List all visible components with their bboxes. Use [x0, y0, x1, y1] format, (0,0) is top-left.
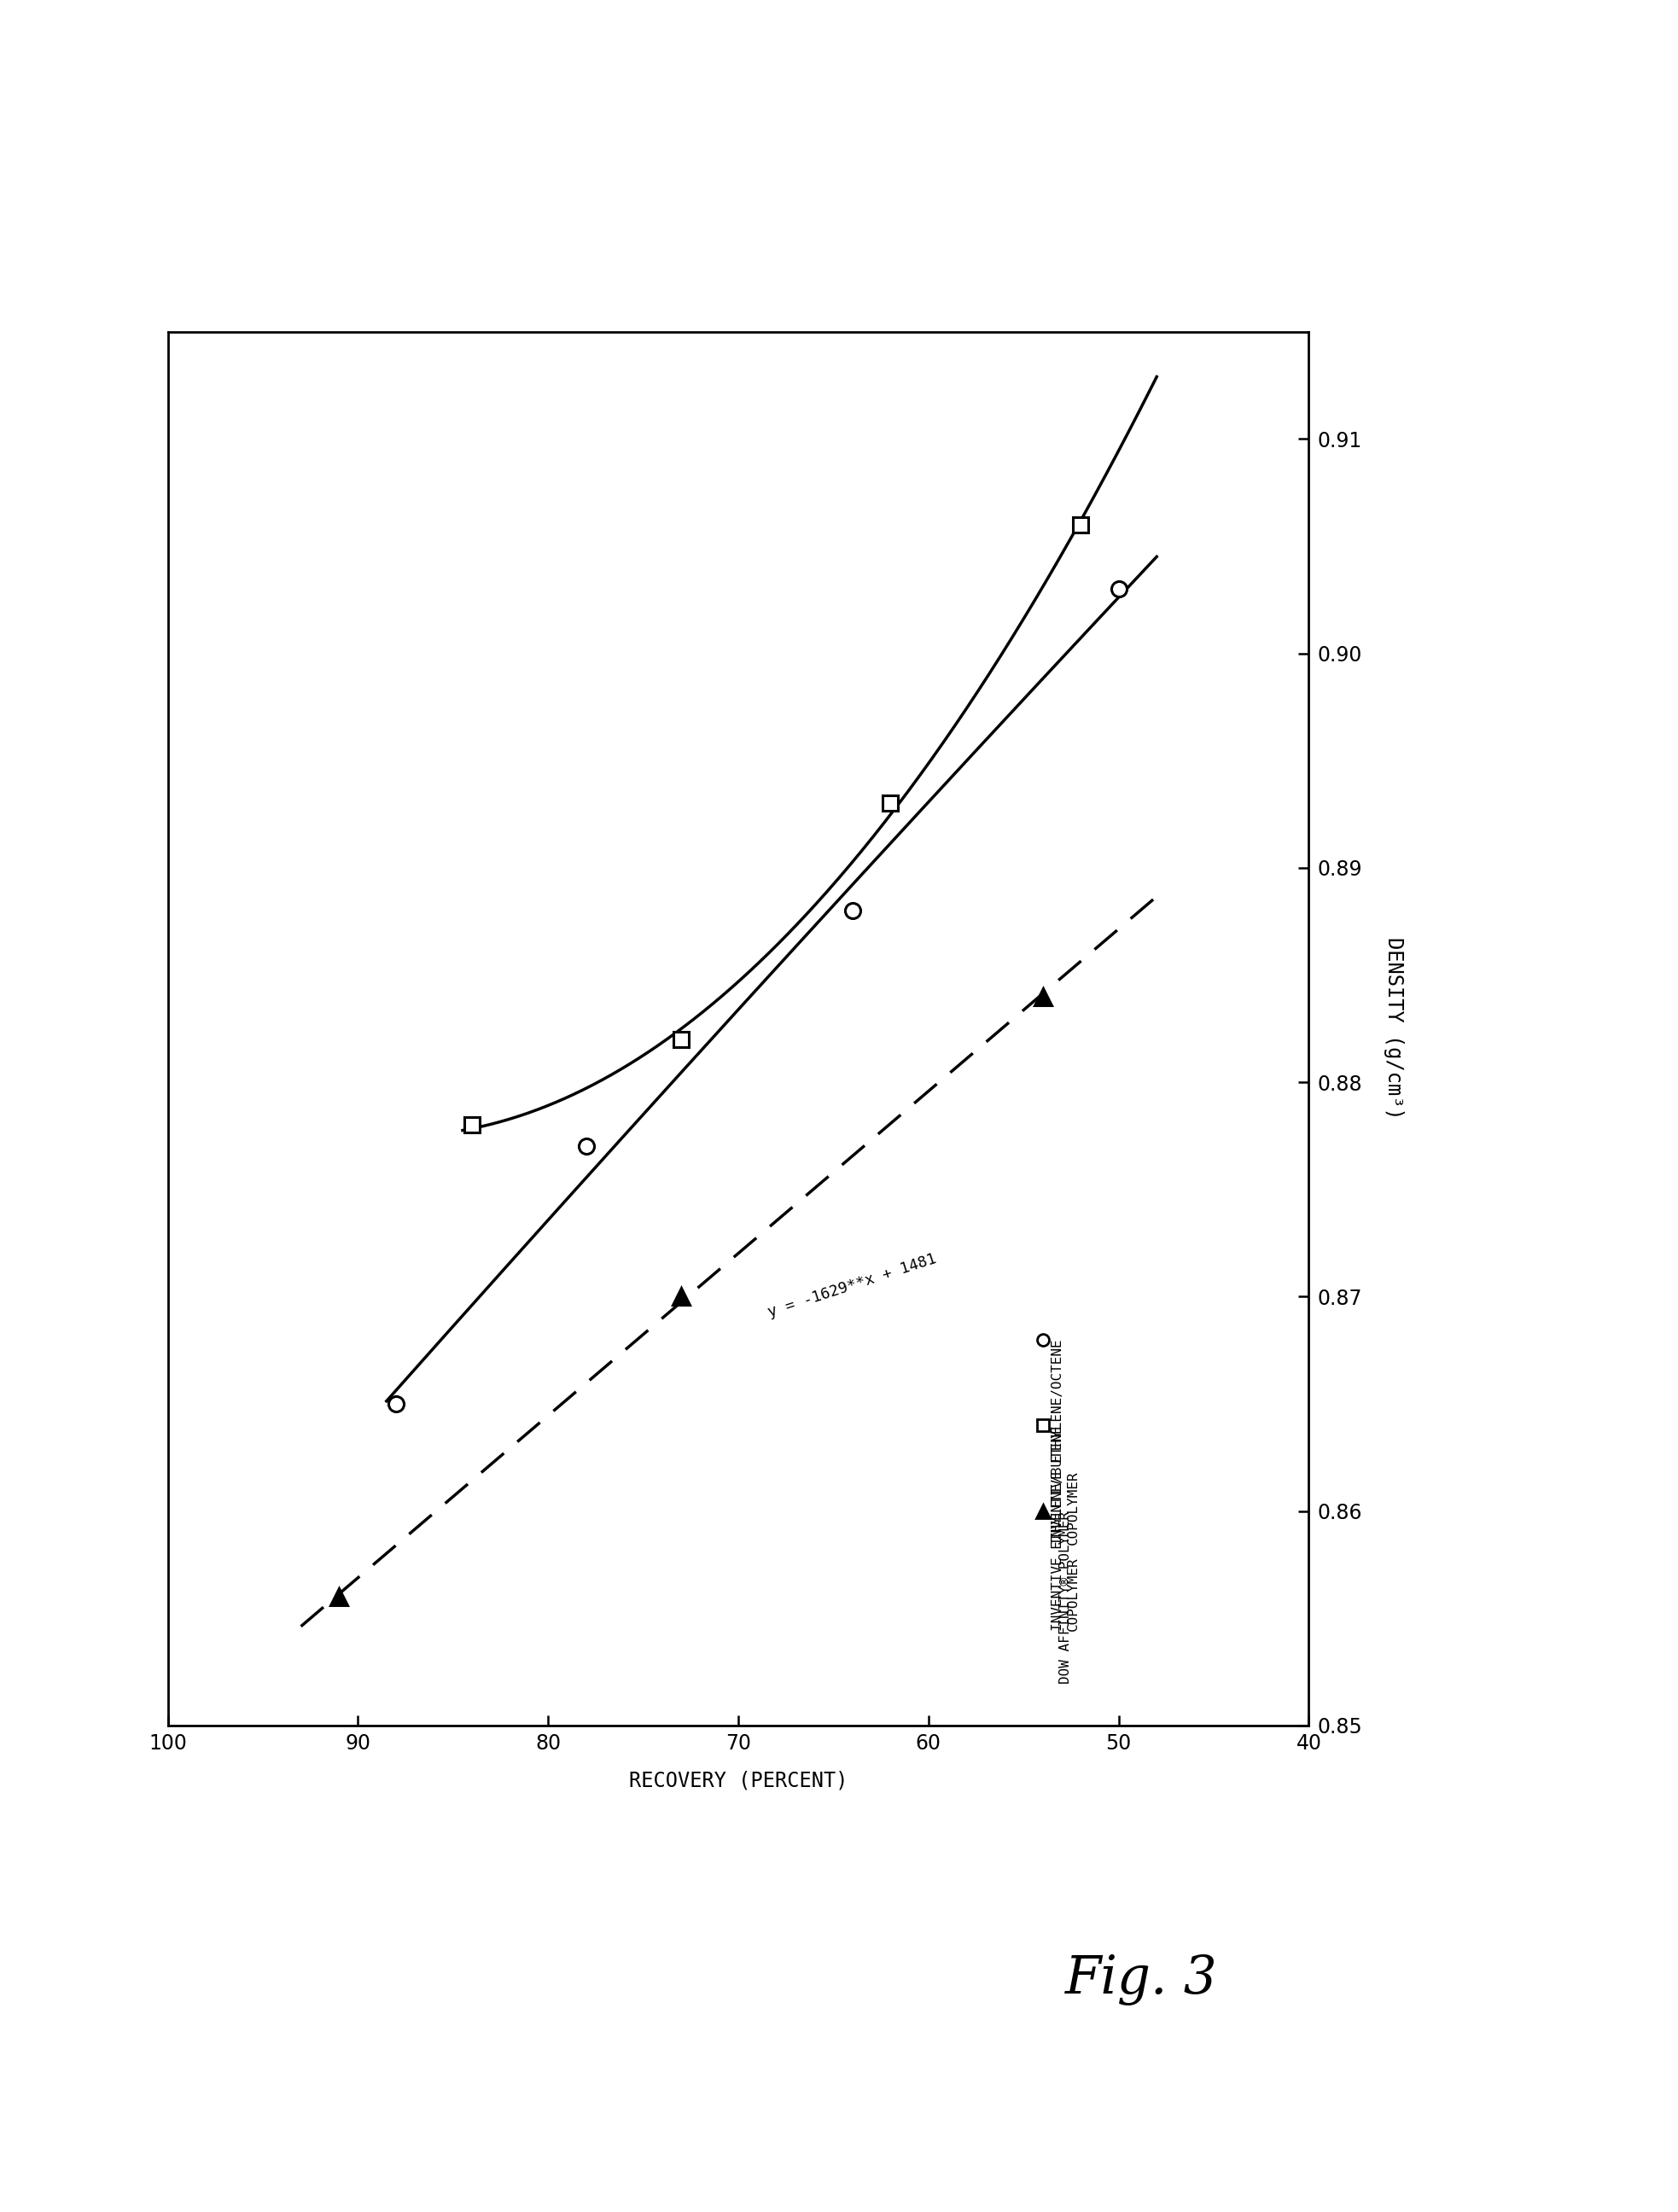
Text: Fig. 3: Fig. 3 — [1066, 1953, 1217, 2006]
X-axis label: RECOVERY (PERCENT): RECOVERY (PERCENT) — [629, 1772, 847, 1792]
Text: DOW AFFINITY® POLYMER: DOW AFFINITY® POLYMER — [1059, 1511, 1072, 1683]
Text: y = -1629**x + 1481: y = -1629**x + 1481 — [767, 1252, 938, 1321]
Y-axis label: DENSITY (g/cm³): DENSITY (g/cm³) — [1383, 938, 1404, 1119]
Text: INVENTIVE ETHYLENE/OCTENE
COPOLYMER: INVENTIVE ETHYLENE/OCTENE COPOLYMER — [1052, 1340, 1079, 1544]
Text: INVENTIVE ETHYLENE/BUTENE
COPOLYMER: INVENTIVE ETHYLENE/BUTENE COPOLYMER — [1052, 1425, 1079, 1630]
